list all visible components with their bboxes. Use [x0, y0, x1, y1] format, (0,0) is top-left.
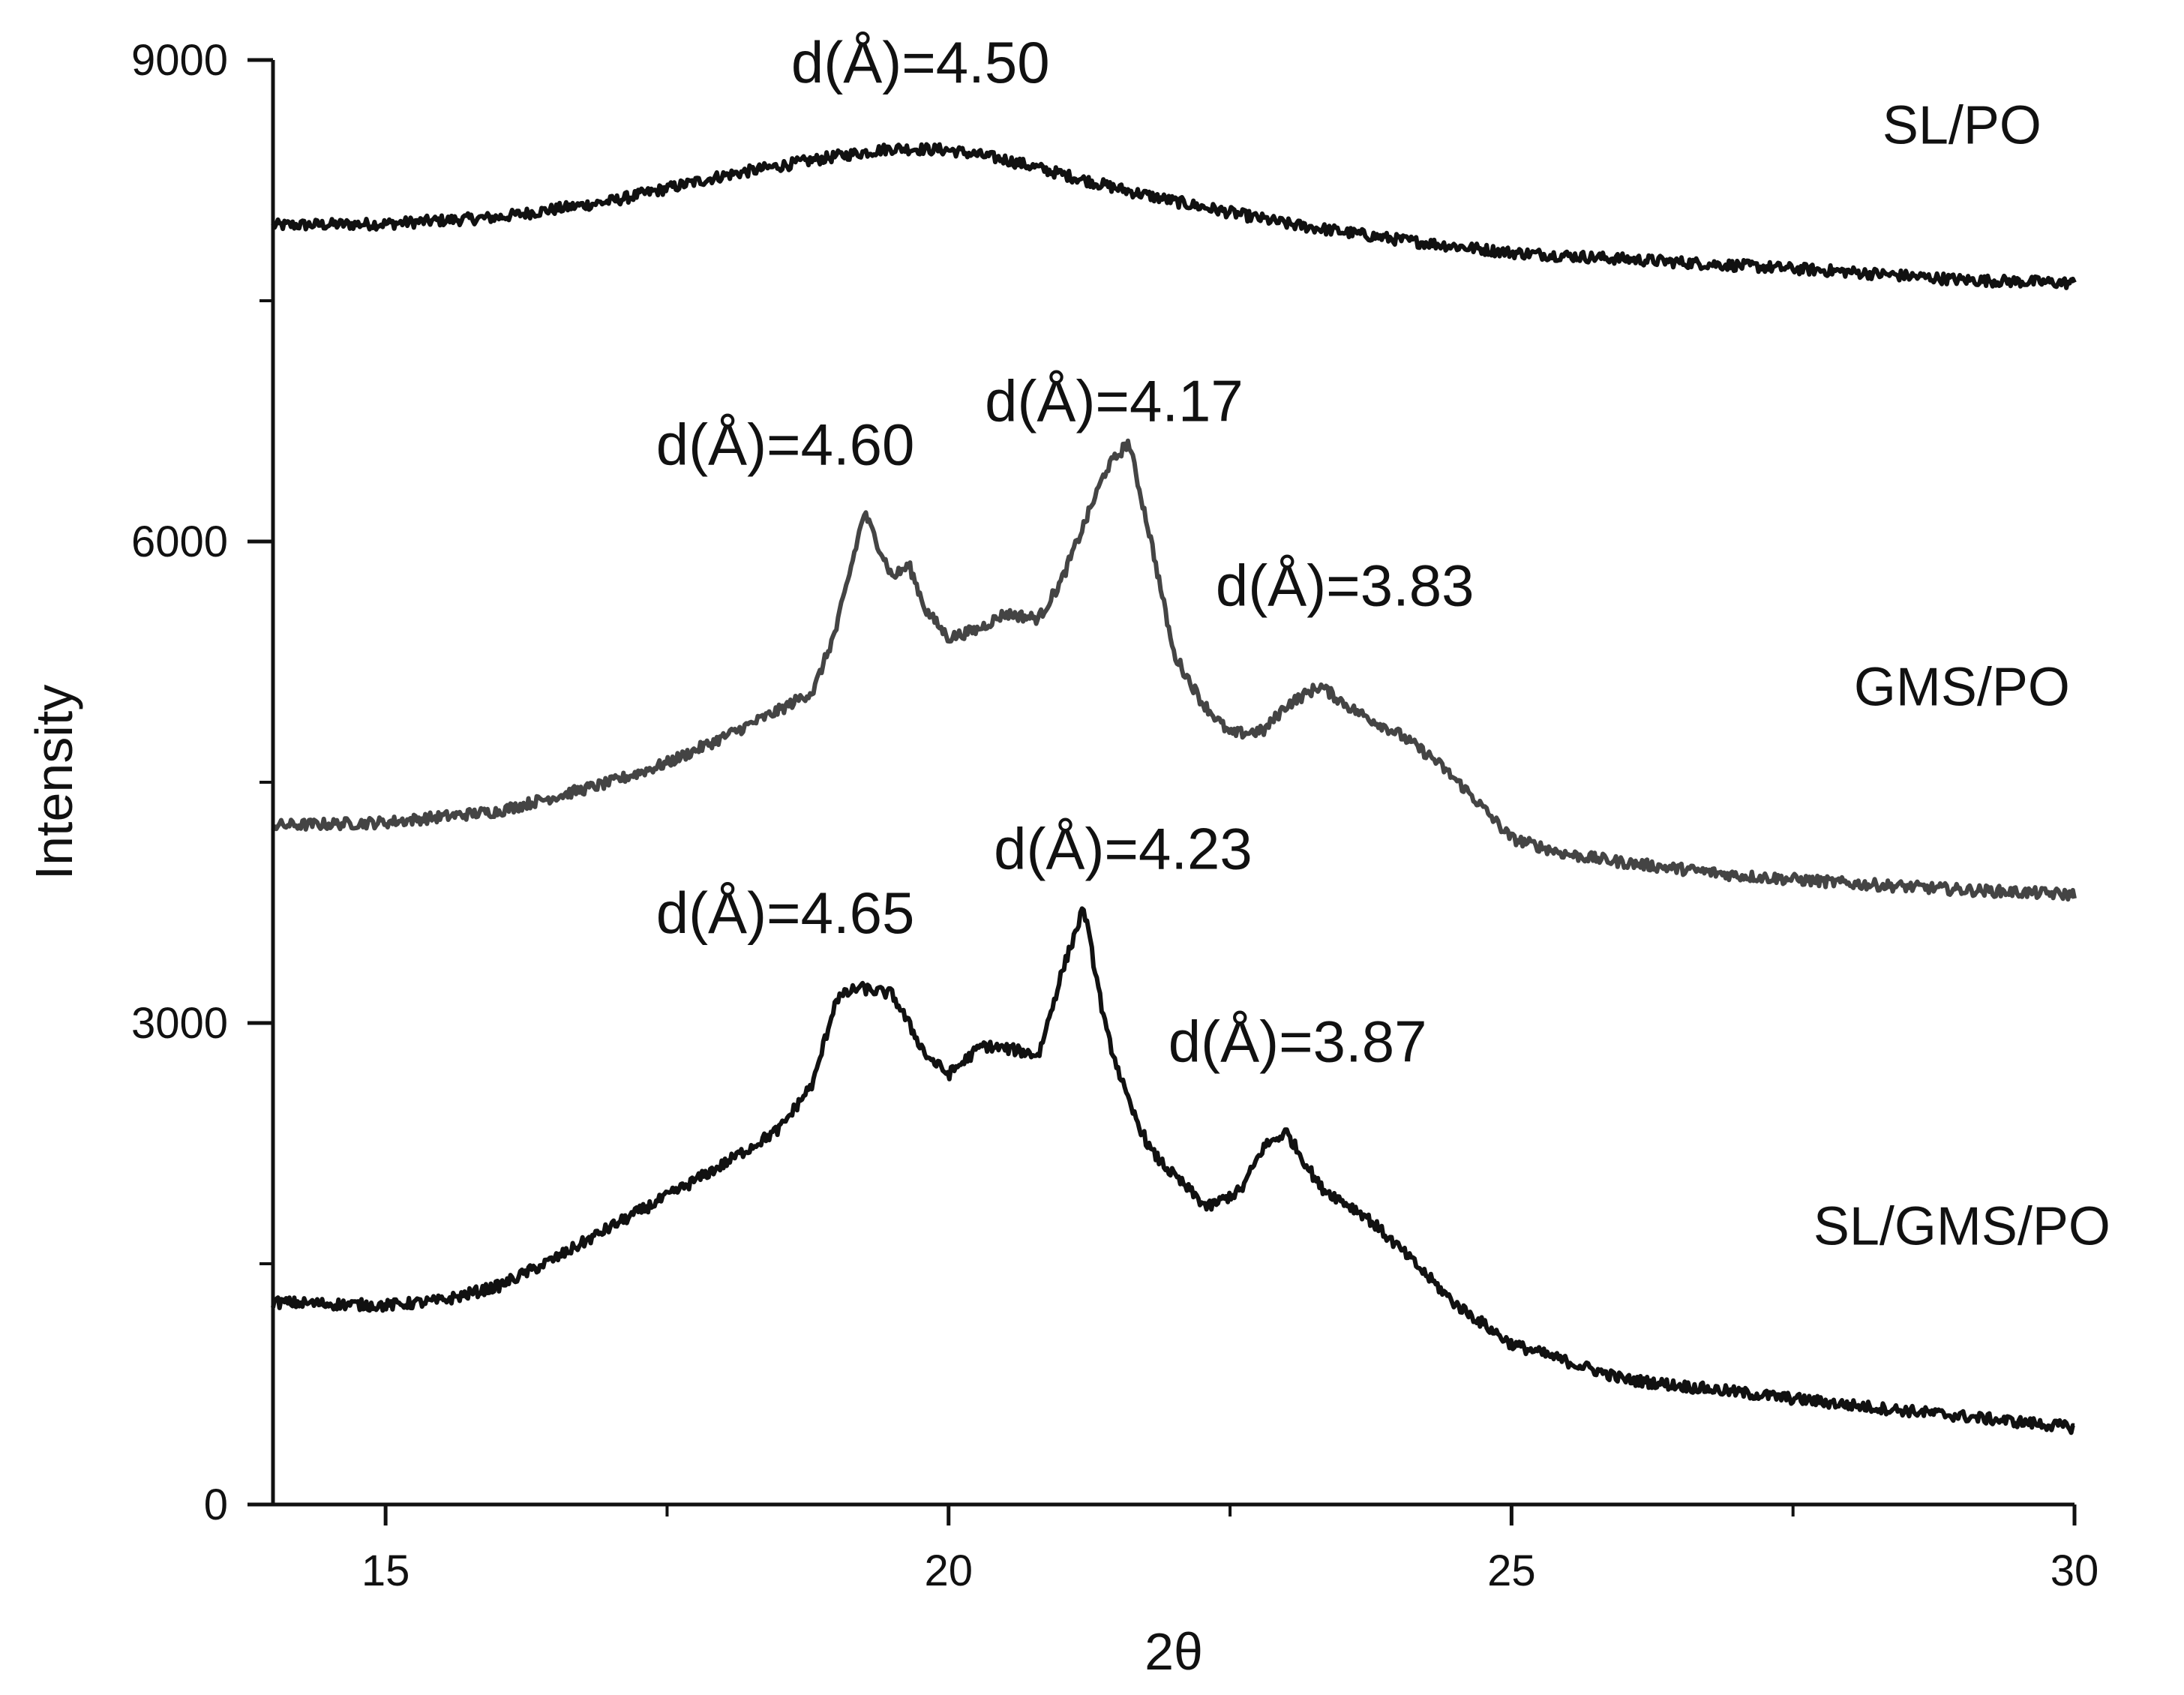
- x-tick-label: 25: [1487, 1546, 1536, 1595]
- labels: 15 20 25 30 0 3000 6000 9000 SL/PO GMS/PO SL/GMS/P…: [131, 29, 2110, 1595]
- series-line-sl-gms-po: [271, 906, 2075, 1436]
- y-tick-label: 9000: [131, 36, 228, 85]
- series-line-sl-po: [271, 142, 2077, 290]
- y-tick-label: 6000: [131, 518, 228, 566]
- series-layer: [271, 142, 2077, 1436]
- x-tick-label: 20: [924, 1546, 973, 1595]
- series-name-label: SL/PO: [1882, 95, 2042, 155]
- y-tick-label: 0: [204, 1480, 228, 1529]
- ticks: [248, 58, 2077, 1526]
- y-tick-label: 3000: [131, 999, 228, 1048]
- x-tick-label: 30: [2050, 1546, 2099, 1595]
- series-name-label: SL/GMS/PO: [1814, 1196, 2110, 1256]
- peak-annotation: d(Å)=3.87: [1168, 1008, 1427, 1074]
- x-tick-label: 15: [362, 1546, 410, 1595]
- peak-annotation: d(Å)=4.23: [994, 816, 1252, 882]
- y-axis-title: Intensity: [25, 685, 83, 880]
- x-axis-title: 2θ: [1144, 1622, 1203, 1681]
- peak-annotation: d(Å)=4.17: [985, 368, 1244, 434]
- peak-annotation: d(Å)=3.83: [1216, 553, 1474, 619]
- peak-annotation: d(Å)=4.50: [791, 29, 1050, 95]
- series-name-label: GMS/PO: [1854, 657, 2070, 717]
- peak-annotation: d(Å)=4.60: [656, 411, 915, 477]
- peak-annotation: d(Å)=4.65: [656, 880, 915, 946]
- series-line-gms-po: [271, 438, 2077, 902]
- axes: [271, 60, 2074, 1507]
